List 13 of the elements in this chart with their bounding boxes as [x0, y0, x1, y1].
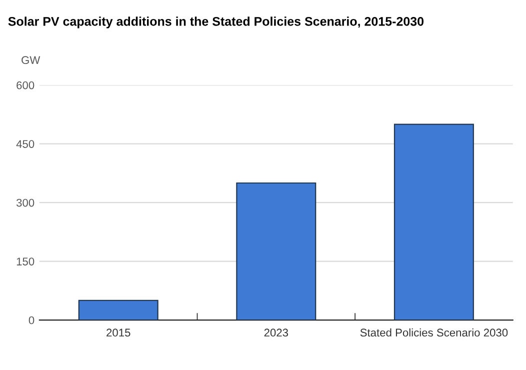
bar [236, 182, 316, 320]
x-tick-label: 2023 [264, 328, 288, 337]
y-tick-label: 450 [16, 140, 34, 148]
bar [78, 300, 158, 320]
y-tick-label: 300 [16, 198, 34, 207]
y-tick-label: 150 [16, 258, 34, 266]
y-tick-label: 600 [16, 81, 34, 90]
y-tick-label: 0 [28, 316, 34, 324]
y-axis-title: GW [22, 56, 40, 64]
bar [394, 124, 474, 320]
x-tick-label: Stated Policies Scenario 2030 [360, 328, 508, 337]
x-tick-label: 2015 [106, 328, 130, 337]
chart-title: Solar PV capacity additions in the Stated Policies Scenario, 2015-2030 [8, 16, 424, 28]
